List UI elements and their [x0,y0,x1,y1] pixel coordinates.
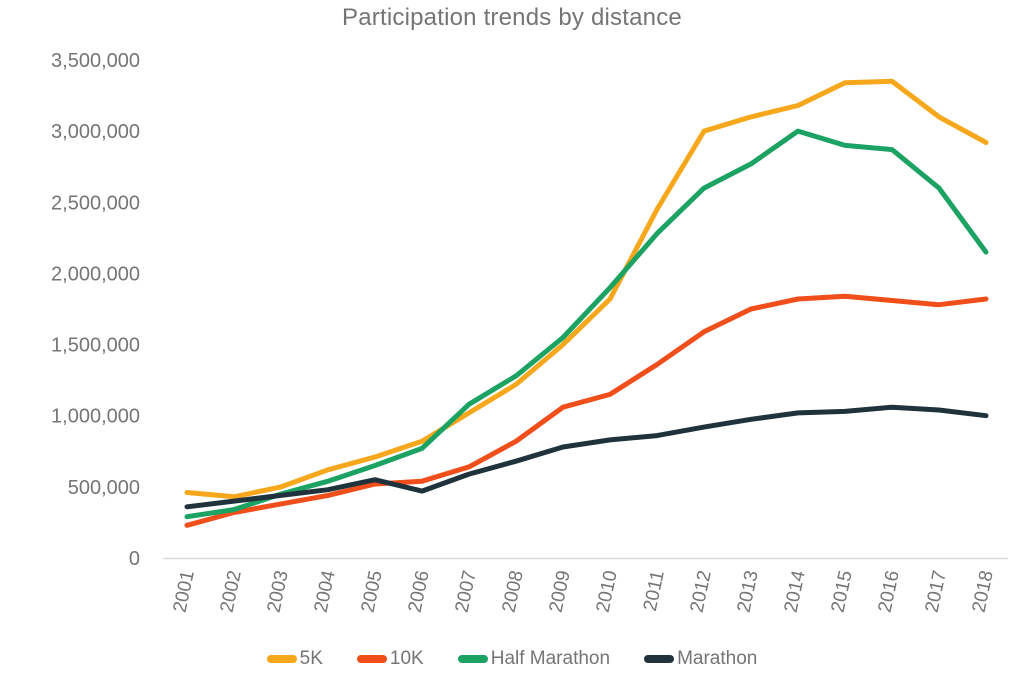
x-tick-label: 2014 [781,568,810,614]
x-tick-label: 2011 [640,569,669,613]
y-tick-label: 500,000 [68,477,140,499]
legend-swatch-icon [266,655,297,663]
x-tick-label: 2003 [264,569,293,615]
series-line-5k [184,78,989,500]
legend-label: 5K [299,648,323,669]
y-tick-label: 3,500,000 [51,50,140,72]
legend-label: Half Marathon [490,648,611,669]
x-tick-label: 2013 [734,569,763,615]
y-tick-label: 2,000,000 [51,263,140,285]
x-tick-label: 2018 [969,569,998,615]
legend-item-10k: 10K [356,648,424,670]
x-tick-label: 2005 [358,569,387,615]
legend: 5K 10K Half Marathon Marathon [0,648,1024,670]
x-tick-label: 2016 [875,569,904,615]
legend-label: 10K [389,648,424,669]
legend-swatch-icon [356,655,387,663]
x-tick-label: 2004 [311,568,340,614]
legend-item-half-marathon: Half Marathon [457,648,611,670]
series-line-half-marathon [184,128,989,520]
legend-swatch-icon [644,655,675,663]
y-tick-label: 1,000,000 [51,406,140,428]
x-tick-label: 2008 [499,569,528,615]
legend-label: Marathon [677,648,758,669]
plot-area: 0 500,000 1,000,000 1,500,000 2,000,000 2,500… [51,50,1008,615]
chart-title: Participation trends by distance [342,4,682,31]
x-tick-label: 2017 [922,569,951,615]
y-tick-label: 1,500,000 [51,335,140,357]
y-tick-label: 3,000,000 [51,121,140,143]
x-tick-label: 2009 [546,569,575,615]
y-tick-label: 0 [129,548,140,570]
x-tick-label: 2012 [687,569,716,615]
x-tick-label: 2015 [828,569,857,615]
series-line-10k [184,293,989,528]
x-tick-label: 2002 [217,569,246,615]
legend-swatch-icon [457,655,488,663]
x-tick-label: 2006 [405,569,434,615]
legend-item-marathon: Marathon [644,648,757,670]
legend-item-5k: 5K [266,648,323,670]
x-tick-label: 2001 [170,569,199,615]
y-tick-label: 2,500,000 [51,192,140,214]
series-line-marathon [184,404,989,510]
x-tick-label: 2010 [593,569,622,615]
x-tick-label: 2007 [452,569,481,615]
